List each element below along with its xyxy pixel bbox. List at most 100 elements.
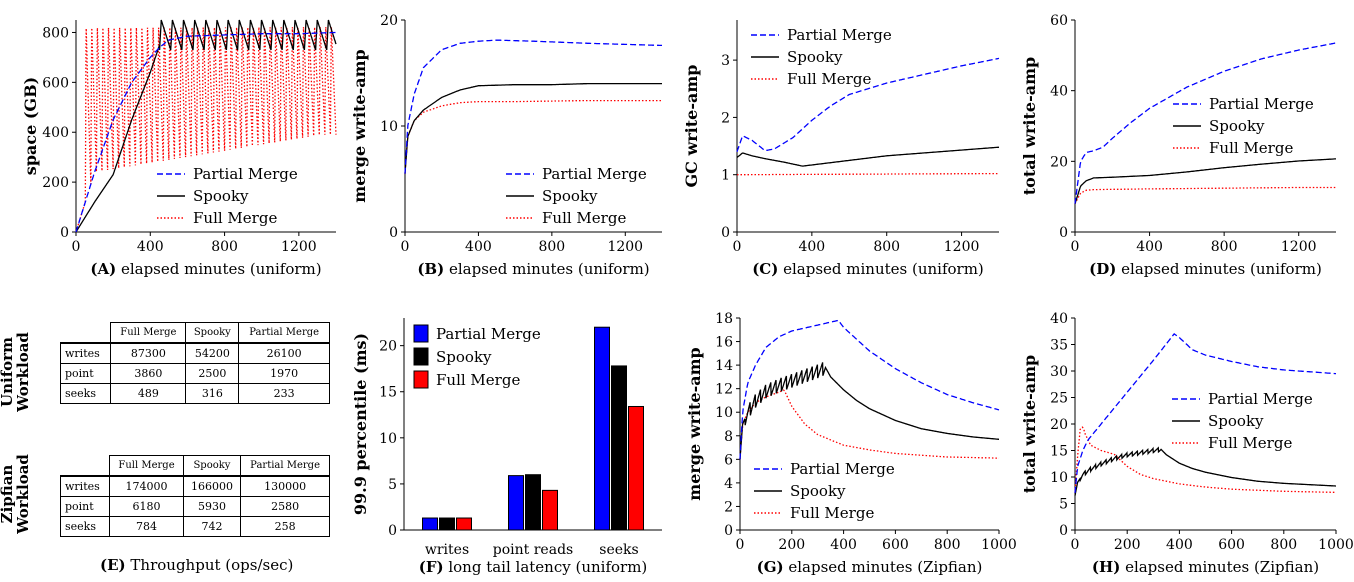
- chart-panel-f: 0 5 10 15 20 99.9 percentile (ms) (F) long tai…: [351, 318, 662, 576]
- y-tick-label: 20: [1050, 417, 1068, 433]
- chart-panel-a: 0 200 400 600 800 space (GB) (A) elapsed minut…: [21, 19, 337, 278]
- x-tick-label: 400: [798, 239, 825, 255]
- series-line: [736, 146, 1000, 167]
- y-tick-label: 600: [42, 75, 69, 91]
- caption-letter: (D): [1089, 260, 1116, 278]
- series-line: [737, 172, 999, 176]
- legend-label: Partial Merge: [436, 325, 541, 343]
- legend-label: Full Merge: [436, 371, 520, 389]
- legend-label: Partial Merge: [787, 26, 892, 44]
- legend-swatch: [413, 347, 429, 366]
- y-tick-label: 12: [715, 382, 733, 398]
- y-tick-label: 5: [1059, 497, 1068, 513]
- table-cell: 489: [110, 383, 187, 404]
- y-tick-label: 10: [380, 119, 398, 135]
- caption-e: (E) Throughput (ops/sec): [100, 556, 293, 574]
- caption-letter: (A): [90, 260, 116, 278]
- y-tick-label: 0: [724, 523, 733, 539]
- x-tick-label: 800: [1211, 239, 1238, 255]
- caption-letter: (C): [752, 260, 778, 278]
- x-tick-label: 400: [137, 239, 164, 255]
- y-tick-label: 3: [721, 53, 730, 69]
- x-tick-label: 200: [778, 537, 805, 553]
- panel-caption: (B) elapsed minutes (uniform): [417, 260, 649, 278]
- x-tick-label: 0: [1071, 537, 1080, 553]
- y-tick-label: 30: [1050, 364, 1068, 380]
- caption-letter: (H): [1092, 558, 1120, 576]
- series-line: [404, 82, 662, 174]
- table-cell: 2580: [240, 496, 330, 517]
- chart-panel-d: 0 20 40 60 total write-amp (D) elapsed minute…: [1020, 13, 1337, 278]
- series-line: [404, 39, 662, 174]
- table-cell: 316: [185, 383, 240, 404]
- y-tick-label: 4: [724, 476, 733, 492]
- x-tick-label: 400: [465, 239, 492, 255]
- x-tick-label: 400: [1166, 537, 1193, 553]
- series-line: [1074, 158, 1336, 204]
- series-line: [736, 57, 1000, 152]
- y-axis-label: total write-amp: [1020, 355, 1039, 493]
- legend-label: Spooky: [436, 348, 492, 366]
- caption-letter: (B): [417, 260, 444, 278]
- x-tick-label: 400: [830, 537, 857, 553]
- table-row-header: seeks: [59, 383, 112, 404]
- y-tick-label: 400: [42, 125, 69, 141]
- x-tick-label: 600: [882, 537, 909, 553]
- legend-label: Full Merge: [790, 504, 874, 522]
- y-tick-label: 60: [1050, 13, 1068, 29]
- x-tick-label: 1200: [1281, 239, 1317, 255]
- table-row-header: point: [59, 363, 112, 384]
- caption-text: elapsed minutes (uniform): [1116, 260, 1321, 278]
- x-tick-label: 800: [1270, 537, 1297, 553]
- y-tick-label: 35: [1050, 338, 1068, 354]
- bar: [508, 475, 524, 531]
- caption-text: Throughput (ops/sec): [130, 556, 294, 574]
- series-line: [1074, 426, 1337, 494]
- bar: [456, 517, 472, 531]
- legend-label: Partial Merge: [542, 165, 647, 183]
- x-tick-label: 600: [1218, 537, 1245, 553]
- y-tick-label: 8: [724, 429, 733, 445]
- x-tick-label: 400: [1136, 239, 1163, 255]
- table-cell: 174000: [109, 475, 184, 497]
- y-tick-label: 0: [389, 225, 398, 241]
- y-tick-label: 20: [379, 339, 397, 355]
- caption-letter: (F): [419, 558, 444, 576]
- panel-caption: (G) elapsed minutes (Zipfian): [757, 558, 983, 576]
- y-tick-label: 15: [379, 385, 397, 401]
- bar: [439, 517, 455, 531]
- legend-label: Spooky: [542, 187, 598, 205]
- x-tick-label: point reads: [493, 542, 573, 558]
- y-tick-label: 25: [1050, 391, 1068, 407]
- caption-text: long tail latency (uniform): [444, 558, 648, 576]
- chart-panel-g: 0 2 4 6 8 10 12 14 16 18 merge write-amp (G) elapse…: [685, 311, 1017, 576]
- y-tick-label: 10: [1050, 470, 1068, 486]
- panel-caption: (H) elapsed minutes (Zipfian): [1092, 558, 1319, 576]
- caption-letter: (G): [757, 558, 784, 576]
- table-cell: 233: [238, 383, 330, 404]
- y-tick-label: 5: [388, 477, 397, 493]
- y-tick-label: 40: [1050, 311, 1068, 327]
- y-axis-label: 99.9 percentile (ms): [351, 333, 370, 515]
- caption-text: elapsed minutes (uniform): [116, 260, 321, 278]
- table-cell: 742: [182, 516, 242, 537]
- bar: [525, 474, 541, 531]
- y-tick-label: 0: [1059, 225, 1068, 241]
- y-tick-label: 18: [715, 311, 733, 327]
- legend-label: Full Merge: [787, 70, 871, 88]
- x-tick-label: 0: [736, 537, 745, 553]
- y-tick-label: 20: [1050, 154, 1068, 170]
- table-row-header: writes: [59, 475, 111, 497]
- y-tick-label: 0: [721, 225, 730, 241]
- x-tick-label: 1000: [1318, 537, 1354, 553]
- legend-label: Spooky: [193, 187, 249, 205]
- bar: [628, 405, 644, 531]
- legend-label: Full Merge: [542, 209, 626, 227]
- throughput-table-zipfian: Full Merge Spooky Partial Merge writes 1…: [59, 455, 330, 537]
- x-tick-label: 800: [873, 239, 900, 255]
- table-cell: 87300: [110, 342, 187, 364]
- y-tick-label: 1: [721, 168, 730, 184]
- y-tick-label: 10: [379, 431, 397, 447]
- y-tick-label: 200: [42, 175, 69, 191]
- y-tick-label: 800: [42, 25, 69, 41]
